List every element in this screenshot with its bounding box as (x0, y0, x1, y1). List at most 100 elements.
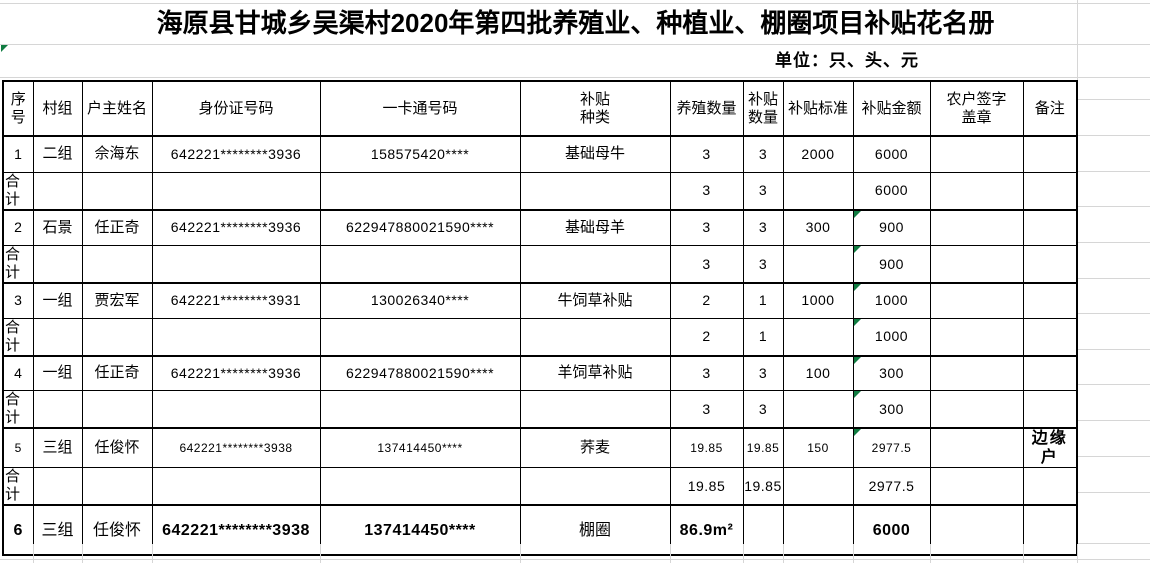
table-cell[interactable]: 一组 (32, 355, 83, 391)
table-cell[interactable] (1022, 390, 1078, 429)
column-header[interactable]: 备注 (1022, 80, 1078, 137)
table-cell[interactable]: 900 (852, 209, 931, 246)
table-cell[interactable]: 二组 (32, 135, 83, 173)
column-header[interactable]: 身份证号码 (151, 80, 321, 137)
table-cell[interactable] (32, 390, 83, 429)
table-cell[interactable]: 3 (742, 209, 784, 246)
table-cell[interactable]: 300 (782, 209, 854, 246)
table-cell[interactable]: 3 (669, 245, 744, 284)
table-cell[interactable]: 137414450**** (319, 427, 521, 469)
table-cell[interactable] (519, 390, 671, 429)
table-cell[interactable]: 158575420**** (319, 135, 521, 173)
table-cell[interactable] (929, 282, 1024, 319)
table-cell[interactable]: 1000 (852, 282, 931, 319)
table-cell[interactable]: 1 (742, 317, 784, 357)
table-cell[interactable] (929, 245, 1024, 284)
table-cell[interactable]: 3 (669, 390, 744, 429)
table-cell[interactable] (151, 390, 321, 429)
table-cell[interactable]: 佘海东 (81, 135, 153, 173)
table-cell[interactable]: 622947880021590**** (319, 209, 521, 246)
table-cell[interactable]: 合计 (2, 467, 34, 507)
table-cell[interactable]: 1000 (782, 282, 854, 319)
table-cell[interactable] (519, 467, 671, 507)
table-cell[interactable]: 任俊怀 (81, 504, 153, 556)
table-cell[interactable]: 19.85 (669, 427, 744, 469)
table-cell[interactable] (519, 171, 671, 211)
table-cell[interactable] (81, 467, 153, 507)
table-cell[interactable] (151, 171, 321, 211)
table-cell[interactable]: 合计 (2, 390, 34, 429)
table-cell[interactable] (782, 245, 854, 284)
table-cell[interactable] (929, 504, 1024, 556)
table-cell[interactable]: 3 (742, 171, 784, 211)
table-cell[interactable] (151, 317, 321, 357)
table-cell[interactable]: 622947880021590**** (319, 355, 521, 391)
table-cell[interactable] (32, 467, 83, 507)
table-cell[interactable] (929, 209, 1024, 246)
table-cell[interactable]: 642221********3938 (151, 504, 321, 556)
table-cell[interactable] (319, 390, 521, 429)
table-cell[interactable]: 荞麦 (519, 427, 671, 469)
table-cell[interactable]: 137414450**** (319, 504, 521, 556)
table-cell[interactable]: 3 (669, 355, 744, 391)
table-cell[interactable]: 1 (2, 135, 34, 173)
table-cell[interactable] (1022, 504, 1078, 556)
column-header[interactable]: 户主姓名 (81, 80, 153, 137)
table-cell[interactable]: 6000 (852, 171, 931, 211)
table-cell[interactable] (929, 427, 1024, 469)
table-cell[interactable] (1022, 355, 1078, 391)
table-cell[interactable]: 3 (742, 135, 784, 173)
table-cell[interactable]: 基础母羊 (519, 209, 671, 246)
table-cell[interactable]: 2 (669, 282, 744, 319)
table-cell[interactable]: 1 (742, 282, 784, 319)
table-cell[interactable]: 900 (852, 245, 931, 284)
table-cell[interactable]: 5 (2, 427, 34, 469)
table-cell[interactable]: 2 (669, 317, 744, 357)
table-cell[interactable] (1022, 467, 1078, 507)
table-cell[interactable]: 合计 (2, 171, 34, 211)
table-cell[interactable]: 642221********3938 (151, 427, 321, 469)
table-cell[interactable] (782, 317, 854, 357)
column-header[interactable]: 养殖数量 (669, 80, 744, 137)
table-cell[interactable] (81, 245, 153, 284)
column-header[interactable]: 村组 (32, 80, 83, 137)
table-cell[interactable] (32, 317, 83, 357)
table-cell[interactable]: 642221********3936 (151, 135, 321, 173)
table-cell[interactable] (151, 467, 321, 507)
table-cell[interactable]: 1000 (852, 317, 931, 357)
column-header[interactable]: 补贴 种类 (519, 80, 671, 137)
table-cell[interactable] (81, 171, 153, 211)
table-cell[interactable]: 3 (2, 282, 34, 319)
table-cell[interactable] (32, 245, 83, 284)
table-cell[interactable]: 棚圈 (519, 504, 671, 556)
column-header[interactable]: 农户签字 盖章 (929, 80, 1024, 137)
table-cell[interactable] (151, 245, 321, 284)
table-cell[interactable]: 130026340**** (319, 282, 521, 319)
table-cell[interactable] (1022, 171, 1078, 211)
table-cell[interactable]: 642221********3936 (151, 355, 321, 391)
table-cell[interactable]: 边缘户 (1022, 427, 1078, 469)
column-header[interactable]: 一卡通号码 (319, 80, 521, 137)
table-cell[interactable]: 86.9m² (669, 504, 744, 556)
table-cell[interactable] (929, 171, 1024, 211)
table-cell[interactable]: 任正奇 (81, 355, 153, 391)
table-cell[interactable]: 一组 (32, 282, 83, 319)
table-cell[interactable]: 石景 (32, 209, 83, 246)
table-cell[interactable] (742, 504, 784, 556)
table-cell[interactable]: 6000 (852, 504, 931, 556)
table-cell[interactable] (929, 317, 1024, 357)
table-cell[interactable]: 642221********3936 (151, 209, 321, 246)
table-cell[interactable] (782, 504, 854, 556)
table-cell[interactable] (519, 317, 671, 357)
table-cell[interactable]: 合计 (2, 245, 34, 284)
table-cell[interactable]: 150 (782, 427, 854, 469)
column-header[interactable]: 序 号 (2, 80, 34, 137)
page-title[interactable]: 海原县甘城乡吴渠村2020年第四批养殖业、种植业、棚圈项目补贴花名册 (156, 8, 995, 38)
table-cell[interactable] (929, 467, 1024, 507)
table-cell[interactable]: 三组 (32, 427, 83, 469)
table-cell[interactable] (929, 135, 1024, 173)
table-cell[interactable]: 3 (669, 171, 744, 211)
table-cell[interactable] (1022, 245, 1078, 284)
table-cell[interactable]: 3 (669, 209, 744, 246)
table-cell[interactable]: 基础母牛 (519, 135, 671, 173)
